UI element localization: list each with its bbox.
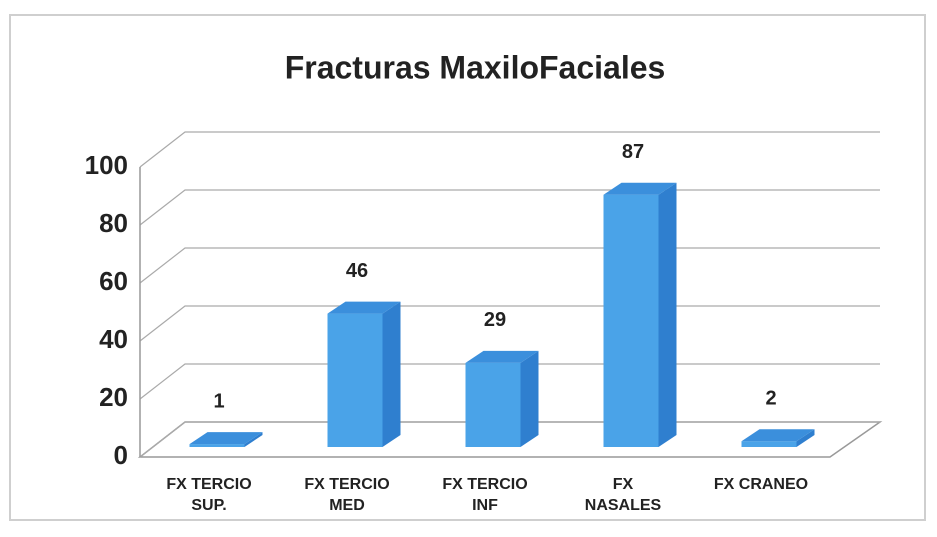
bar-side	[244, 432, 263, 447]
value-label: 46	[346, 260, 368, 282]
y-tick-label: 80	[99, 208, 128, 238]
value-label: 29	[484, 309, 506, 331]
x-tick-label: FX	[613, 476, 634, 493]
value-label: 87	[622, 141, 644, 163]
value-label: 2	[765, 387, 776, 409]
y-tick-label: 40	[99, 324, 128, 354]
x-tick-label: MED	[329, 497, 365, 514]
grid-line	[139, 131, 880, 168]
bar-top	[741, 429, 815, 442]
bar	[465, 350, 539, 447]
x-tick-label: FX CRANEO	[714, 476, 808, 493]
bar-front	[465, 362, 521, 447]
bar-front	[603, 194, 659, 447]
value-label: 1	[213, 390, 224, 412]
chart-title: Fracturas MaxiloFaciales	[285, 49, 666, 85]
x-tick-label: SUP.	[191, 497, 226, 514]
x-tick-label: NASALES	[585, 497, 662, 514]
bar-side	[382, 301, 401, 447]
bar-front	[327, 313, 383, 447]
bar	[327, 301, 401, 447]
x-tick-label: INF	[472, 497, 498, 514]
bar	[189, 432, 263, 447]
x-tick-label: FX TERCIO	[442, 476, 527, 493]
bar	[741, 429, 815, 447]
bar-top	[189, 432, 263, 445]
bar-side	[520, 350, 539, 447]
bar-side	[796, 429, 815, 447]
bar-top	[465, 350, 539, 363]
x-tick-label: FX TERCIO	[166, 476, 251, 493]
bar-front	[189, 444, 245, 447]
bar	[603, 182, 677, 447]
y-tick-label: 60	[99, 266, 128, 296]
bar-top	[603, 182, 677, 195]
bar-top	[327, 301, 401, 314]
y-tick-label: 100	[85, 150, 128, 180]
bar-side	[658, 182, 677, 447]
x-tick-label: FX TERCIO	[304, 476, 389, 493]
bar-front	[741, 441, 797, 447]
y-tick-label: 20	[99, 382, 128, 412]
y-tick-label: 0	[114, 440, 128, 470]
